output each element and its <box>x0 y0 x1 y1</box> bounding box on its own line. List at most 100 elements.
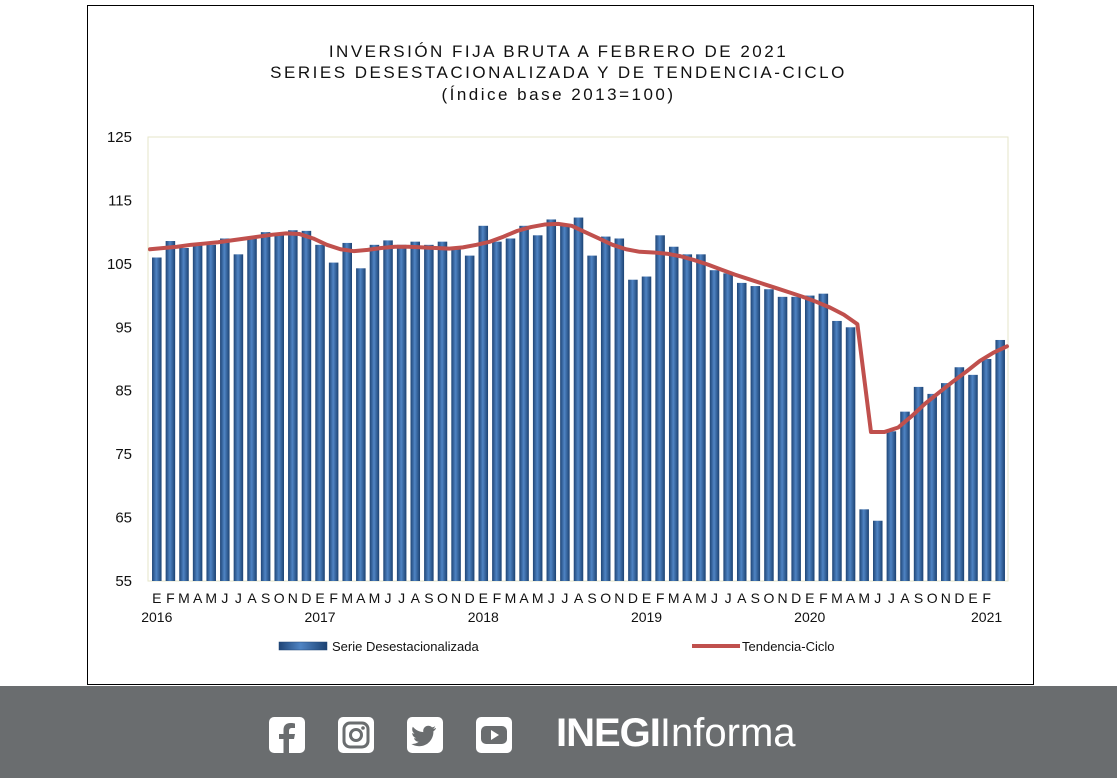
x-month-label: D <box>791 590 801 606</box>
x-month-label: M <box>505 590 517 606</box>
bar <box>736 282 747 581</box>
bar <box>233 254 244 581</box>
bar <box>464 255 475 582</box>
x-month-label: M <box>369 590 381 606</box>
x-month-label: N <box>777 590 787 606</box>
x-month-label: E <box>479 590 488 606</box>
bar <box>995 339 1005 581</box>
bar <box>179 248 189 581</box>
bar <box>274 235 284 581</box>
bar <box>927 393 937 581</box>
facebook-icon[interactable] <box>268 716 306 754</box>
legend-bar-swatch <box>278 641 328 651</box>
bar <box>220 238 230 582</box>
legend-bar-label: Serie Desestacionalizada <box>332 639 479 654</box>
x-month-label: N <box>614 590 624 606</box>
bar <box>709 270 720 581</box>
youtube-icon[interactable] <box>475 716 513 754</box>
bar <box>696 254 706 581</box>
x-month-label: J <box>561 590 568 606</box>
x-month-label: S <box>424 590 433 606</box>
bar <box>587 255 597 582</box>
x-month-label: A <box>411 590 421 606</box>
x-month-label: O <box>437 590 448 606</box>
x-month-label: J <box>385 590 392 606</box>
x-month-label: J <box>548 590 555 606</box>
x-month-label: A <box>574 590 584 606</box>
bar <box>954 367 965 581</box>
bar <box>437 241 448 581</box>
x-month-label: D <box>301 590 311 606</box>
bar <box>424 244 434 581</box>
y-tick-label: 105 <box>107 256 132 273</box>
y-tick-label: 95 <box>115 319 132 336</box>
bar <box>410 241 421 581</box>
bar <box>750 286 761 581</box>
x-month-label: F <box>329 590 338 606</box>
legend-line-label: Tendencia-Ciclo <box>742 639 835 654</box>
bar <box>206 244 216 581</box>
bar <box>682 254 693 581</box>
x-month-label: E <box>968 590 977 606</box>
x-month-label: M <box>695 590 707 606</box>
x-month-label: A <box>846 590 856 606</box>
x-month-label: M <box>532 590 544 606</box>
y-tick-label: 75 <box>115 446 132 463</box>
x-month-label: J <box>874 590 881 606</box>
bar <box>818 293 829 581</box>
bar <box>519 225 529 582</box>
bar <box>655 235 665 581</box>
bar <box>804 295 815 581</box>
bar <box>532 235 543 581</box>
x-month-label: N <box>941 590 951 606</box>
x-month-label: J <box>725 590 732 606</box>
x-month-label: M <box>668 590 680 606</box>
instagram-icon[interactable] <box>337 716 375 754</box>
brand-light: Informa <box>659 711 796 755</box>
x-month-label: N <box>451 590 461 606</box>
x-month-label: E <box>642 590 651 606</box>
x-month-label: S <box>751 590 760 606</box>
bar <box>873 520 883 581</box>
x-month-label: E <box>152 590 161 606</box>
bar <box>573 217 584 582</box>
x-month-label: D <box>954 590 964 606</box>
bar <box>546 219 557 581</box>
bar <box>356 268 366 581</box>
x-month-label: O <box>600 590 611 606</box>
bar <box>845 327 856 581</box>
x-month-label: J <box>888 590 895 606</box>
bar <box>505 238 516 582</box>
x-month-label: M <box>858 590 870 606</box>
bar <box>288 230 298 582</box>
y-tick-label: 125 <box>107 129 132 146</box>
bar <box>383 240 393 581</box>
bar <box>260 232 271 581</box>
bar-series <box>152 217 1005 582</box>
inegi-informa-logo: INEGIInforma <box>556 708 796 758</box>
bar <box>628 279 638 581</box>
x-month-label: S <box>587 590 596 606</box>
x-month-label: M <box>831 590 843 606</box>
twitter-icon[interactable] <box>406 716 444 754</box>
y-tick-label: 55 <box>115 573 132 590</box>
bar <box>614 238 625 582</box>
x-month-label: M <box>341 590 353 606</box>
bar <box>941 383 951 581</box>
x-month-label: A <box>193 590 203 606</box>
bar <box>641 276 652 581</box>
x-year-label: 2019 <box>631 609 662 625</box>
bar <box>668 246 679 582</box>
bar <box>859 509 869 581</box>
x-month-label: F <box>493 590 502 606</box>
x-year-label: 2020 <box>794 609 825 625</box>
x-month-label: A <box>900 590 910 606</box>
bar <box>328 262 339 581</box>
x-month-label: M <box>178 590 190 606</box>
x-month-label: D <box>465 590 475 606</box>
footer-bar <box>0 686 1117 778</box>
x-month-label: A <box>737 590 747 606</box>
x-month-label: S <box>914 590 923 606</box>
